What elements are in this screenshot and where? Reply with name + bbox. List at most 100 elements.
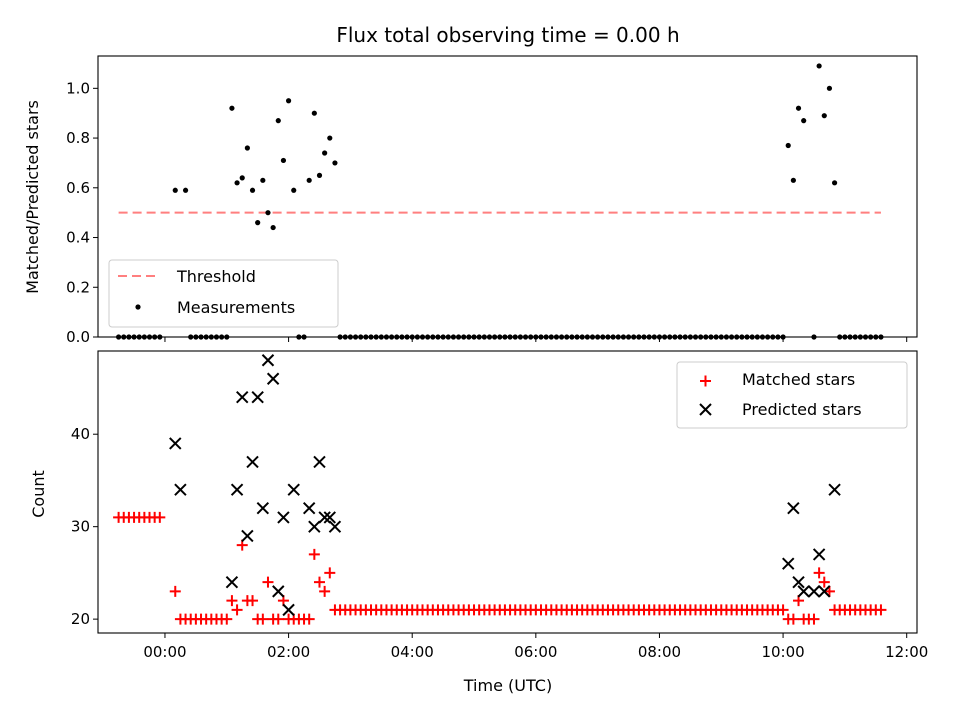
measurement-point	[229, 105, 235, 111]
measurement-point	[244, 145, 250, 151]
predicted-star-point	[782, 557, 795, 570]
measurement-point	[831, 180, 838, 186]
legend-measurements-label: Measurements	[177, 298, 295, 317]
measurement-point	[285, 98, 292, 104]
measurement-point	[332, 160, 338, 166]
predicted-star-point	[236, 391, 249, 404]
matched-star-point	[823, 585, 835, 597]
predicted-star-point	[313, 455, 326, 469]
legend-matched-swatch	[700, 375, 711, 387]
matched-star-point	[154, 511, 166, 523]
top-y-tick-label: 0.2	[66, 278, 90, 296]
x-tick-label: 04:00	[391, 643, 434, 661]
predicted-star-point	[812, 548, 826, 561]
bottom-panel: 20 30 40 00:00 02:00 04:00 06:00 08:00 10:00 12:…	[29, 350, 928, 695]
measurement-point	[249, 187, 256, 193]
predicted-star-point	[302, 501, 316, 515]
predicted-star-point	[323, 511, 336, 524]
predicted-star-point	[787, 501, 800, 515]
top-panel: 0.0 0.2 0.4 0.6 0.8 1.0 Matched/Predicted sta…	[23, 55, 918, 346]
bottom-x-axis-label: Time (UTC)	[463, 676, 552, 695]
top-legend-box	[108, 259, 339, 328]
legend-threshold-label: Threshold	[176, 267, 256, 286]
predicted-star-point	[287, 483, 300, 496]
predicted-star-point	[318, 511, 331, 524]
matched-star-point	[272, 613, 284, 625]
x-tick-label: 02:00	[267, 643, 310, 661]
legend-predicted-swatch	[699, 403, 712, 416]
matched-star-point	[247, 595, 259, 607]
top-axes-frame	[97, 55, 918, 338]
predicted-star-point	[266, 372, 280, 385]
bottom-data-layer	[113, 354, 887, 625]
predicted-star-point	[246, 455, 259, 469]
predicted-star-point	[797, 585, 810, 598]
bottom-axes-frame	[97, 350, 918, 634]
bottom-y-tick-label: 40	[71, 425, 90, 443]
predicted-star-point	[818, 585, 831, 598]
top-y-ticks: 0.0 0.2 0.4 0.6 0.8 1.0	[66, 79, 98, 346]
predicted-star-point	[241, 529, 254, 543]
matched-star-point	[319, 585, 331, 597]
matched-star-point	[777, 604, 789, 616]
matched-star-point	[875, 604, 887, 616]
x-tick-label: 06:00	[514, 643, 557, 661]
predicted-star-point	[225, 575, 239, 589]
matched-star-point	[813, 567, 825, 579]
measurement-point	[172, 187, 178, 193]
matched-star-point	[262, 576, 274, 588]
predicted-star-point	[261, 354, 275, 367]
measurement-point	[322, 150, 328, 156]
top-legend: Threshold Measurements	[108, 259, 339, 328]
matched-star-point	[308, 548, 320, 560]
measurement-point	[821, 113, 827, 119]
measurement-point	[790, 177, 796, 183]
matched-star-point	[324, 567, 336, 579]
matched-star-point	[221, 613, 233, 625]
matched-star-point	[257, 613, 269, 625]
measurement-point	[239, 175, 245, 181]
predicted-star-point	[256, 501, 270, 515]
predicted-star-point	[174, 483, 187, 496]
bottom-y-tick-label: 30	[71, 518, 90, 536]
predicted-star-point	[328, 520, 342, 533]
top-y-tick-label: 0.0	[66, 328, 90, 346]
measurement-point	[270, 224, 276, 231]
matched-star-point	[808, 613, 820, 625]
bottom-y-axis-label: Count	[29, 470, 48, 518]
top-y-tick-label: 0.6	[66, 179, 90, 197]
predicted-star-point	[230, 483, 244, 496]
matched-star-point	[313, 576, 325, 588]
bottom-legend-box	[676, 361, 908, 429]
bottom-legend: Matched stars Predicted stars	[676, 361, 908, 429]
measurement-point	[265, 210, 271, 216]
top-y-tick-label: 1.0	[66, 79, 90, 97]
measurement-point	[275, 118, 281, 124]
measurement-point	[801, 118, 807, 124]
predicted-star-point	[251, 391, 264, 404]
measurement-point	[795, 105, 802, 111]
predicted-star-point	[828, 483, 841, 496]
top-y-axis-label: Matched/Predicted stars	[23, 100, 42, 294]
measurement-point	[311, 110, 317, 116]
predicted-star-point	[807, 585, 821, 598]
measurement-point	[260, 177, 266, 183]
top-x-ticks	[164, 337, 908, 342]
measurement-point	[255, 220, 261, 226]
predicted-star-point	[792, 575, 805, 589]
measurement-point	[306, 177, 312, 183]
measurement-point	[785, 142, 791, 149]
bottom-x-ticks: 00:00 02:00 04:00 06:00 08:00 10:00 12:00	[143, 633, 928, 661]
matched-star-point	[231, 604, 243, 616]
predicted-star-point	[277, 511, 290, 524]
x-tick-label: 10:00	[761, 643, 804, 661]
measurement-point	[826, 85, 833, 91]
matched-star-point	[169, 585, 181, 597]
measurement-point	[316, 172, 323, 178]
matched-star-point	[787, 613, 799, 625]
measurement-point	[280, 157, 287, 164]
bottom-y-tick-label: 20	[71, 610, 90, 628]
legend-measurements-swatch	[135, 304, 141, 310]
measurement-point	[816, 63, 822, 69]
